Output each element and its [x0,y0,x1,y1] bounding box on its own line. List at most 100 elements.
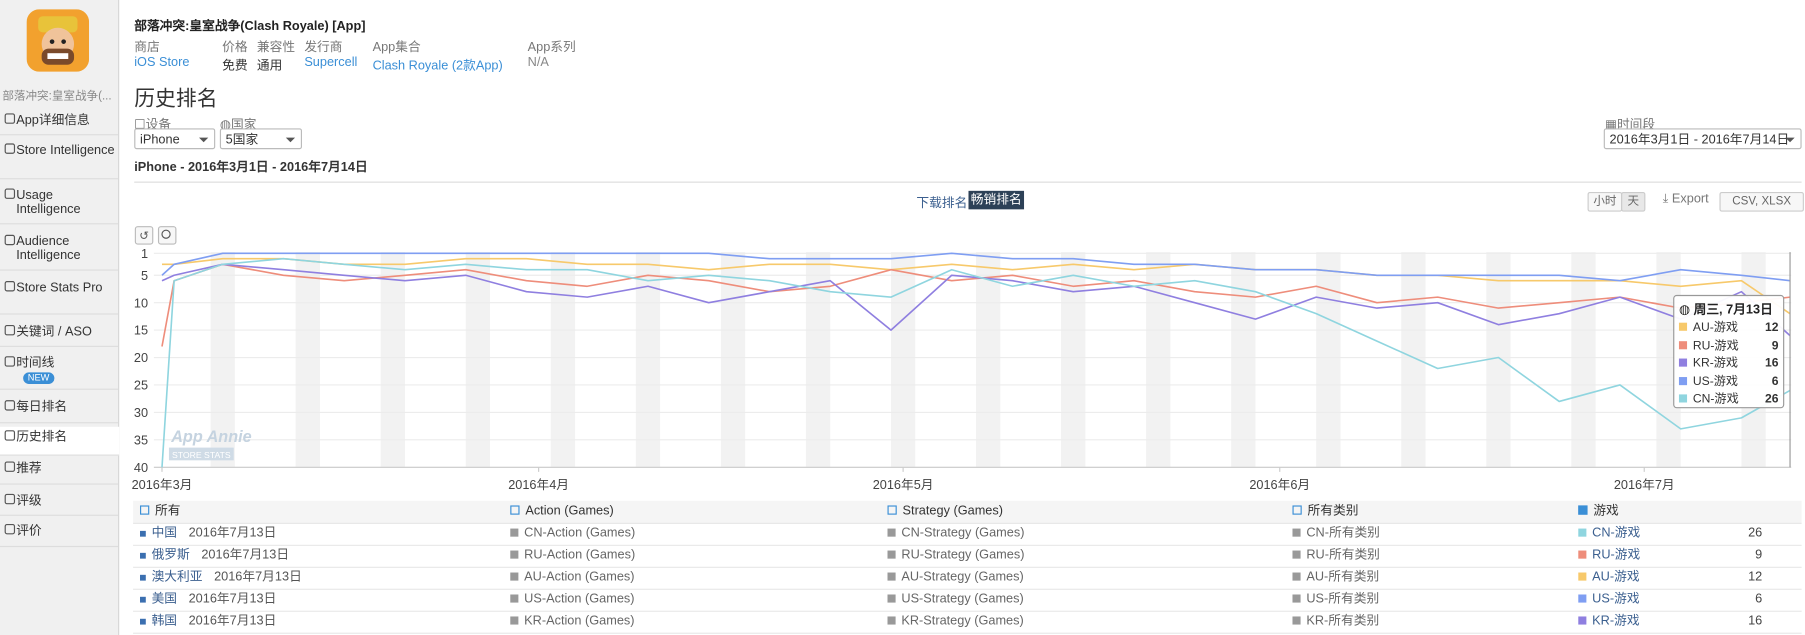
swatch [1578,550,1587,559]
swatch [887,528,896,537]
legend-name: US-游戏 [1692,374,1739,389]
zoom[interactable] [157,226,177,245]
device-select[interactable]: iPhone [134,128,216,150]
header-cell[interactable]: Strategy (Games) [887,501,1003,523]
header-cell[interactable]: 所有类别 [1292,501,1358,523]
legend-name: CN-游戏 [1692,392,1739,406]
date: 2016年7月13日 [214,570,302,585]
checkbox [1578,505,1588,515]
checkbox [510,505,520,515]
y-tick-label: 35 [134,432,148,447]
tooltip-row: US-游戏 6 [1678,373,1778,389]
country-select[interactable]: 5国家 [219,128,303,150]
y-tick-label: 10 [134,295,148,310]
rank-value: 6 [1755,592,1763,607]
header-text: 所有类别 [1307,504,1359,519]
field-label: App系列 [527,40,576,55]
series-line [161,263,1791,337]
category-name: KR-所有类别 [1306,614,1380,629]
menu-item[interactable]: Usage Intelligence [0,185,119,225]
legend-swatch [1678,340,1688,349]
tooltip-row: CN-游戏 26 [1678,391,1778,407]
weekend-band [976,252,1001,468]
y-tick-label: 25 [134,378,148,393]
app-icon [26,9,90,72]
swatch [1578,594,1587,603]
menu-item[interactable]: 评级 [0,490,119,516]
field-value[interactable]: Supercell [304,55,358,70]
menu-item[interactable]: 每日排名 [0,397,119,424]
header-text: Action (Games) [525,504,614,519]
tooltip-value: 9 [1771,338,1779,353]
weekend-band [1571,252,1596,468]
menu-item[interactable]: Store Stats Pro [0,278,119,315]
tooltip-value: 12 [1764,320,1779,335]
category-cell: RU-Action (Games) [510,545,635,567]
category-cell: AU-所有类别 [1292,567,1379,589]
category-name: KR-Action (Games) [524,614,635,629]
header-cell[interactable]: 游戏 [1578,501,1619,523]
tab-downloads[interactable]: 下载排名 [916,196,968,211]
tooltip-row: RU-游戏 9 [1678,337,1779,353]
category-cell: US-Strategy (Games) [887,589,1024,611]
category-cell: US-Action (Games) [510,589,635,611]
x-tick-label: 2016年3月 [132,477,193,492]
reset-icon: ↺ [139,230,149,242]
header-text: Strategy (Games) [902,504,1003,519]
period-select[interactable]: 2016年3月1日 - 2016年7月14日 [1603,128,1802,150]
title-badge: [App] [332,19,366,34]
tooltip-row: AU-游戏 12 [1678,319,1779,335]
weekend-band [1316,252,1341,468]
field-value[interactable]: iOS Store [134,55,190,70]
title-text: 部落冲突:皇室战争(Clash Royale) [134,19,329,34]
plot-area [153,252,1792,468]
rank-value: 26 [1748,526,1763,541]
category-name: AU-Strategy (Games) [901,570,1024,585]
date: 2016年7月13日 [188,614,277,629]
field-value: 免费 [222,58,248,73]
category-name: KR-Strategy (Games) [901,614,1024,629]
weekend-band [210,252,235,468]
country: 俄罗斯 [151,548,190,563]
reset-zoom[interactable] [134,226,154,245]
weekend-band [1146,252,1171,468]
export-formats[interactable]: CSV, XLSX [1719,191,1804,212]
field-label: 兼容性 [256,40,296,55]
header-cell[interactable]: 所有 [140,501,181,523]
legend-name: KR-游戏 [1692,356,1739,371]
export[interactable]: ⤓ Export [1662,191,1709,206]
checkbox [140,552,146,559]
tab-grossing[interactable]: 畅销排名 [968,190,1025,210]
header-text: 所有 [155,504,181,519]
checkbox [140,596,146,603]
country: 美国 [151,592,178,607]
country: 韩国 [151,614,178,629]
rank-value: 16 [1748,614,1763,629]
menu-item[interactable]: Audience Intelligence [0,231,119,271]
category-cell: AU-Strategy (Games) [887,567,1024,589]
weekend-band [465,252,491,468]
header-text: 游戏 [1593,504,1619,519]
field-value[interactable]: Clash Royale (2款App) [372,58,503,73]
menu-item[interactable]: Store Intelligence [0,140,119,180]
legend-swatch [1678,376,1688,385]
menu-item[interactable]: 关键词 / ASO [0,322,119,347]
games-cell: US-游戏 [1578,589,1640,611]
menu-item[interactable]: 历史排名 [0,426,120,456]
rank-value: 12 [1748,570,1763,585]
checkbox [887,505,897,515]
header-cell[interactable]: Action (Games) [510,501,614,523]
category-name: CN-Strategy (Games) [901,526,1025,541]
weekend-band [890,252,916,468]
menu-item[interactable]: 推荐 [0,458,119,485]
hour-button[interactable]: 小时 [1587,191,1623,212]
menu-item[interactable]: App详细信息 [0,110,119,136]
menu-item[interactable]: 时间线 NEW [0,353,119,390]
field-label: 价格 [222,40,248,55]
y-tick-label: 15 [134,323,148,338]
menu-item[interactable]: 评价 [0,520,119,548]
category-cell: KR-Action (Games) [510,611,635,633]
table-row: 美国 2016年7月13日 US-Action (Games) US-Strategy… [133,589,1802,612]
swatch [510,550,519,559]
day-button[interactable]: 天 [1621,191,1646,212]
